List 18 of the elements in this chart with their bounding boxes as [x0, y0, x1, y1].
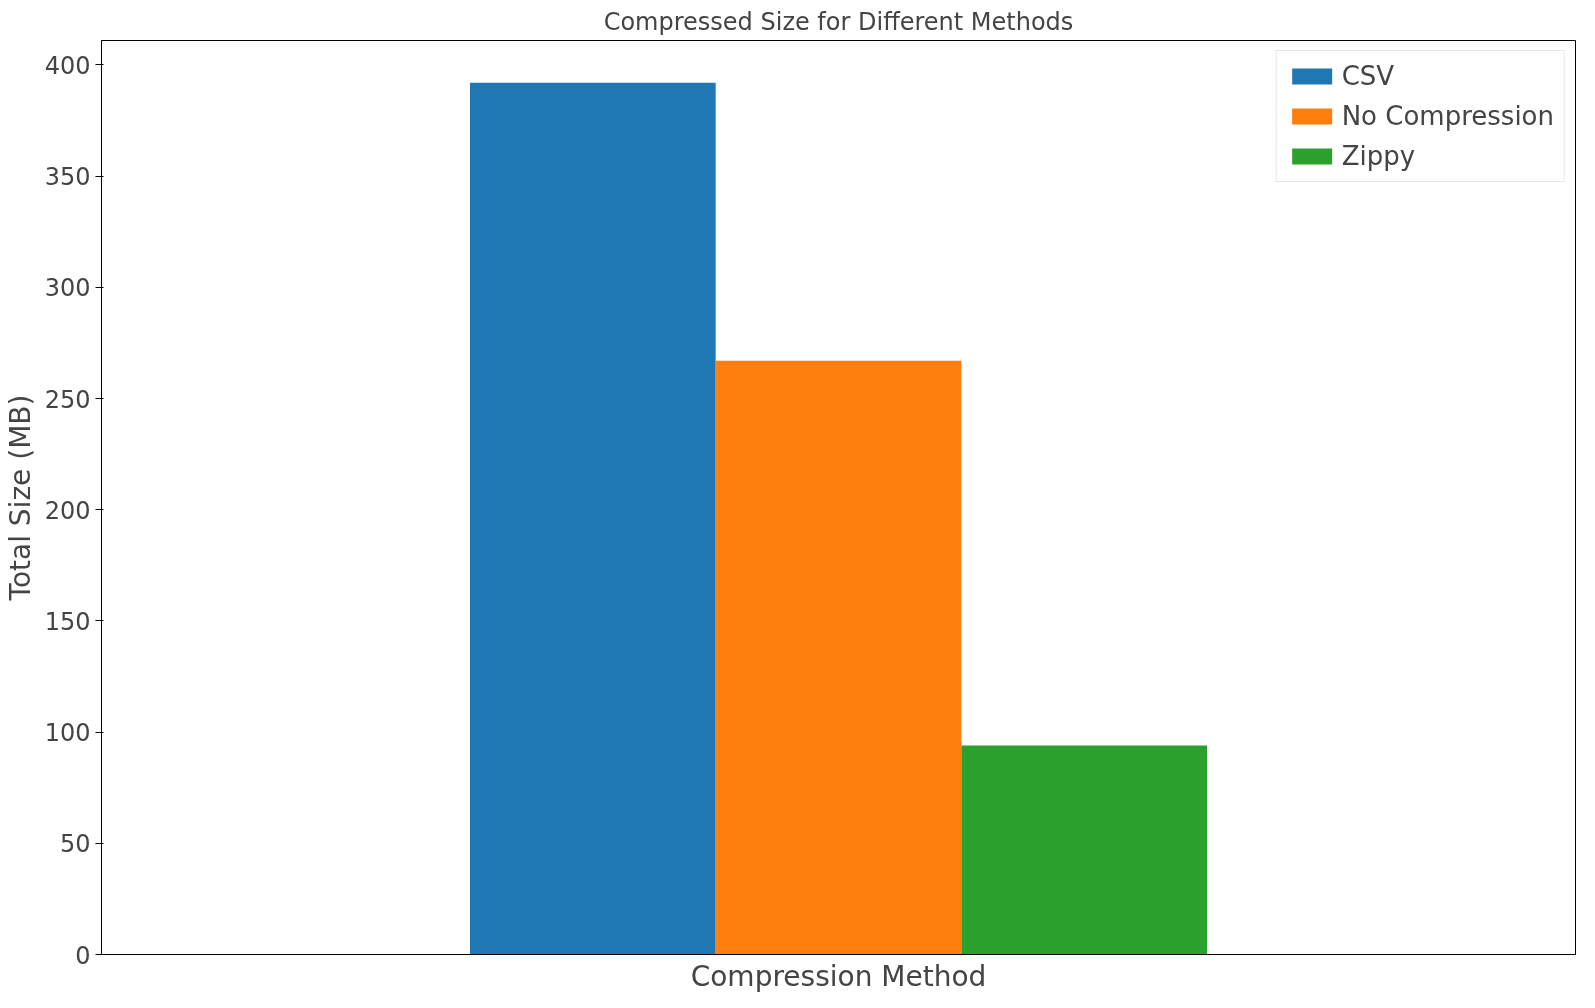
- y-tick-label: 0: [75, 941, 91, 970]
- bar: [715, 360, 962, 955]
- y-tick-label: 100: [44, 719, 91, 748]
- y-tick-label: 300: [44, 274, 91, 303]
- legend-label: No Compression: [1341, 101, 1554, 131]
- x-axis-title: Compression Method: [690, 959, 987, 993]
- y-tick-label: 350: [44, 163, 91, 192]
- y-axis-title: Total Size (MB): [3, 394, 37, 602]
- y-tick-label: 200: [44, 496, 91, 525]
- y-tick-label: 150: [44, 607, 91, 636]
- y-tick-label: 250: [44, 385, 91, 414]
- chart-title: Compressed Size for Different Methods: [603, 7, 1074, 36]
- legend-label: Zippy: [1341, 141, 1416, 171]
- legend-label: CSV: [1341, 61, 1395, 91]
- bar: [961, 745, 1207, 955]
- y-tick-label: 50: [59, 830, 91, 859]
- y-tick-label: 400: [44, 51, 91, 80]
- bar: [470, 82, 716, 955]
